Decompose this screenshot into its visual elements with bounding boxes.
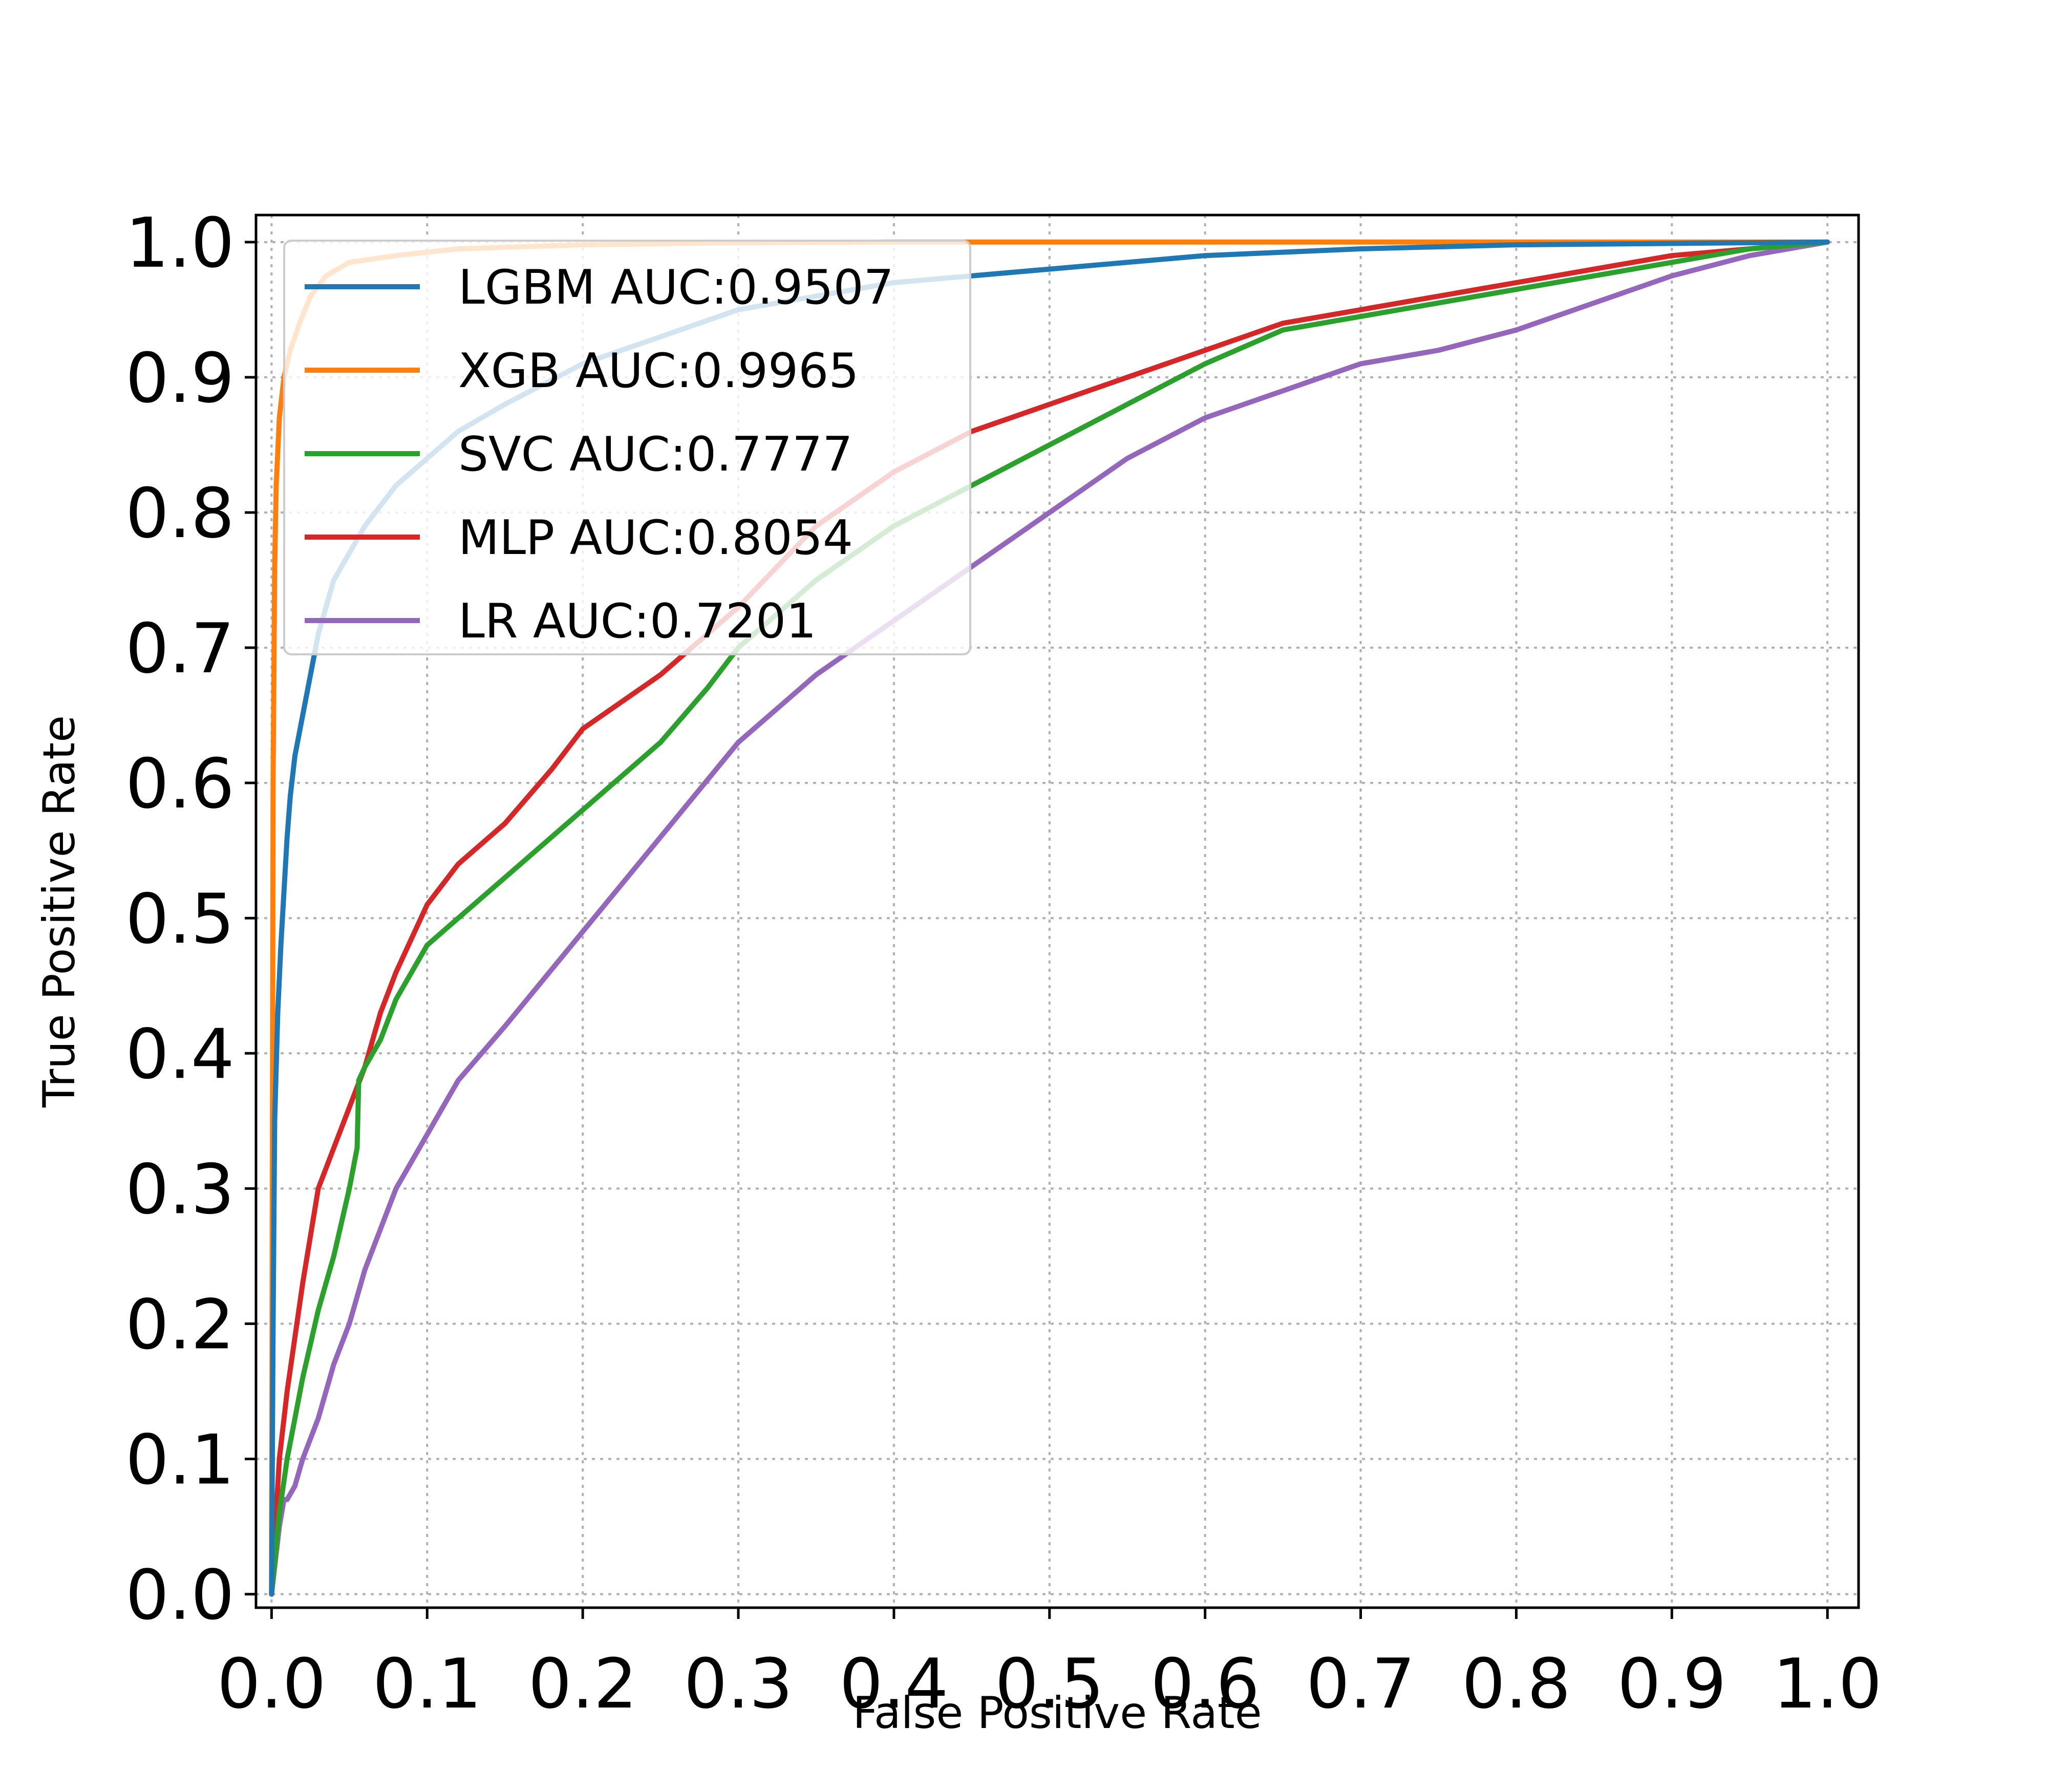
legend-box [283,240,971,655]
x-tick-label: 0.4 [839,1644,948,1724]
x-tick-label: 1.0 [1773,1644,1882,1724]
x-tick-label: 0.7 [1306,1644,1415,1724]
y-tick-label: 0.6 [125,744,234,824]
x-tick-label: 0.8 [1462,1644,1571,1724]
x-tick-label: 0.6 [1150,1644,1260,1724]
axis-ticks: 0.0 0.1 0.2 0.3 0.4 0.5 0.6 0.7 0.8 0.9 1.0 0.0 0.1 0… [125,203,1882,1724]
series-line-lr [269,239,1830,1597]
legend-label: LR AUC:0.7201 [458,593,816,649]
y-tick-label: 0.3 [125,1149,234,1229]
x-axis-label: False Positive Rate [852,1688,1262,1739]
x-tick-label: 0.5 [995,1644,1104,1724]
y-tick-label: 0.1 [125,1420,234,1500]
y-tick-label: 0.2 [125,1285,234,1364]
series-line-svc [269,239,1830,1597]
x-tick-label: 0.3 [684,1644,793,1724]
y-tick-label: 0.7 [125,609,234,689]
y-tick-label: 0.5 [125,879,234,959]
legend-label: LGBM AUC:0.9507 [458,260,894,315]
y-tick-label: 0.4 [125,1014,234,1094]
legend-label: SVC AUC:0.7777 [458,426,853,482]
x-tick-label: 0.1 [373,1644,482,1724]
legend-label: XGB AUC:0.9965 [458,343,859,398]
y-axis-label: True Positive Rate [34,715,85,1108]
x-tick-label: 0.0 [217,1644,326,1724]
legend: LGBM AUC:0.9507 XGB AUC:0.9965 SVC AUC:0.7… [283,240,971,655]
x-tick-label: 0.9 [1617,1644,1726,1724]
y-tick-label: 0.9 [125,338,234,418]
legend-label: MLP AUC:0.8054 [458,510,853,565]
plot-frame [254,214,1860,1609]
series-line-mlp [269,239,1830,1597]
y-tick-label: 0.0 [125,1555,234,1635]
x-tick-label: 0.2 [528,1644,637,1724]
y-tick-label: 1.0 [125,203,234,283]
y-tick-label: 0.8 [125,474,234,553]
